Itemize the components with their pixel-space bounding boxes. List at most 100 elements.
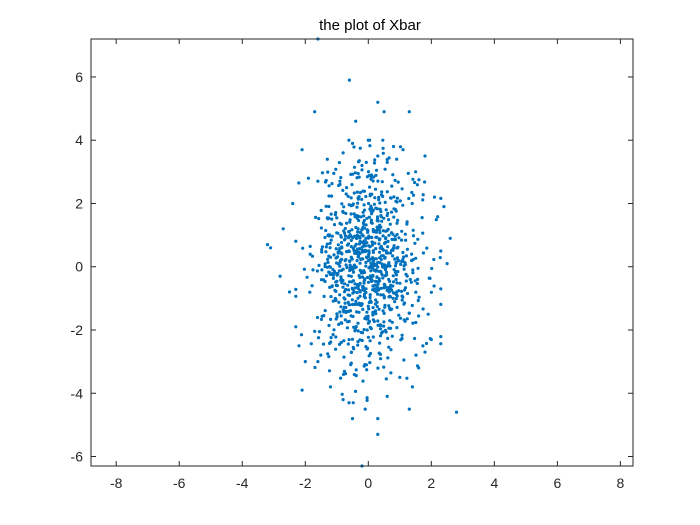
data-point (413, 241, 417, 245)
data-point (366, 280, 371, 284)
data-point (338, 179, 342, 183)
data-point (391, 144, 396, 149)
data-point (376, 265, 380, 269)
data-point (353, 282, 357, 286)
data-point (411, 268, 415, 272)
x-tick-label: 4 (490, 475, 498, 491)
data-point (327, 323, 331, 328)
data-point (345, 326, 349, 330)
data-point (342, 229, 346, 233)
data-point (391, 296, 395, 300)
data-point (341, 188, 345, 192)
data-point (415, 183, 419, 187)
data-point (385, 264, 389, 269)
data-point (411, 228, 415, 232)
data-point (324, 228, 328, 233)
data-point (314, 215, 318, 219)
data-point (321, 342, 326, 346)
data-point (394, 296, 398, 301)
data-point (415, 281, 419, 286)
data-point (301, 246, 305, 250)
data-point (346, 194, 350, 198)
data-point (411, 177, 415, 181)
data-point (368, 257, 372, 262)
data-point (371, 250, 375, 254)
data-point (334, 335, 338, 339)
data-point (327, 355, 331, 359)
data-point (327, 369, 332, 373)
data-point (313, 329, 317, 333)
data-point (350, 141, 355, 145)
data-point (327, 194, 331, 198)
data-point (386, 288, 390, 292)
data-point (391, 284, 395, 288)
data-point (402, 264, 406, 268)
data-point (374, 173, 378, 177)
data-point (381, 146, 385, 150)
data-point (336, 255, 340, 259)
data-point (408, 277, 412, 282)
data-point (373, 187, 378, 191)
data-point (411, 234, 416, 238)
data-point (387, 218, 391, 222)
data-point (370, 221, 374, 225)
data-point (331, 267, 335, 272)
data-point (398, 145, 403, 149)
data-point (395, 256, 399, 260)
data-point (364, 264, 368, 268)
data-point (373, 158, 377, 162)
data-point (410, 201, 414, 206)
data-point (355, 233, 359, 237)
data-point (391, 248, 395, 252)
data-point (358, 251, 362, 256)
data-point (319, 353, 323, 357)
data-point (362, 214, 366, 218)
data-point (392, 215, 396, 219)
data-point (398, 375, 402, 379)
data-point (386, 336, 390, 340)
data-point (324, 250, 328, 254)
data-point (379, 357, 383, 361)
data-point (355, 205, 359, 209)
data-point (397, 236, 401, 240)
y-tick-label: -4 (71, 385, 84, 401)
data-point (341, 151, 345, 155)
data-point (355, 247, 359, 251)
data-point (303, 360, 307, 364)
data-point (350, 280, 354, 284)
data-point (364, 249, 368, 253)
data-point (269, 246, 273, 250)
x-tick-label: -2 (299, 475, 312, 491)
x-tick-label: -4 (236, 475, 249, 491)
data-point (313, 365, 317, 370)
data-point (362, 281, 366, 285)
data-point (357, 242, 362, 246)
data-point (329, 272, 333, 276)
data-point (417, 295, 421, 299)
data-point (391, 280, 396, 284)
data-point (361, 234, 365, 238)
data-point (410, 385, 414, 389)
data-point (366, 304, 370, 308)
data-point (445, 262, 449, 266)
data-point (393, 270, 397, 274)
data-point (320, 248, 324, 252)
data-point (334, 347, 338, 351)
data-point (402, 255, 406, 259)
data-point (341, 278, 345, 282)
data-point (378, 201, 382, 205)
data-point (416, 266, 420, 270)
data-point (351, 236, 355, 240)
data-point (354, 302, 359, 306)
data-point (383, 274, 387, 278)
data-point (378, 323, 382, 327)
data-point (327, 216, 331, 220)
data-point (393, 264, 398, 268)
data-point (327, 184, 331, 188)
data-point (353, 286, 357, 290)
data-point (353, 389, 358, 393)
data-point (369, 327, 373, 331)
data-point (346, 283, 350, 287)
data-point (377, 351, 381, 355)
data-point (413, 336, 417, 341)
